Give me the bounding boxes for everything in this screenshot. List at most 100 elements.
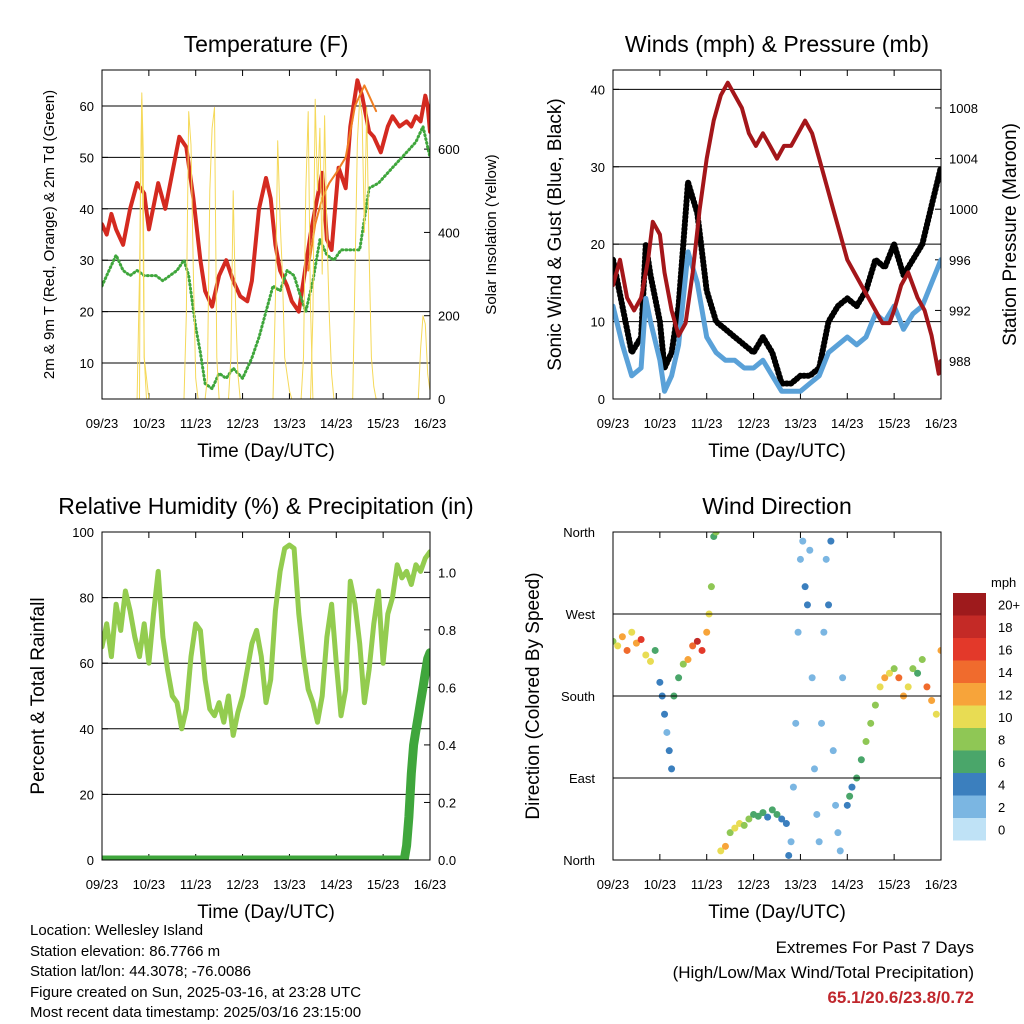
dir-point <box>801 583 809 591</box>
dir-ytick-label: North <box>563 525 595 540</box>
wind-y2tick-label: 1008 <box>949 101 978 116</box>
rh-series-group <box>102 542 430 860</box>
dir-xtick-label: 15/23 <box>878 877 911 892</box>
dir-point <box>827 537 835 545</box>
temp-xtick-label: 15/23 <box>367 416 400 431</box>
colorbar-swatch <box>953 773 986 796</box>
figure-created: Figure created on Sun, 2025-03-16, at 23… <box>30 983 362 1001</box>
colorbar-label: 4 <box>998 777 1005 792</box>
dir-point <box>867 719 875 727</box>
temp-xtick-label: 14/23 <box>320 416 353 431</box>
temp-series-solar <box>228 190 241 399</box>
temp-series-solar <box>102 98 430 399</box>
rh-xtick-label: 12/23 <box>226 877 259 892</box>
temp-ytick-label: 40 <box>80 202 94 217</box>
rh-xtick-label: 13/23 <box>273 877 306 892</box>
dir-point <box>836 847 844 855</box>
wind-series-pressure <box>613 80 941 376</box>
rh-ytick-label: 40 <box>80 722 94 737</box>
colorbar-swatch <box>953 728 986 751</box>
dir-point <box>707 583 715 591</box>
rh-xlabel: Time (Day/UTC) <box>197 902 335 923</box>
latest-timestamp: Most recent data timestamp: 2025/03/16 2… <box>30 1004 362 1021</box>
colorbar-swatch <box>953 660 986 683</box>
dir-point <box>679 660 687 668</box>
wind-xtick-label: 09/23 <box>597 416 630 431</box>
dir-point <box>810 765 818 773</box>
station-location: Location: Wellesley Island <box>30 922 204 939</box>
dir-point <box>661 710 669 718</box>
dir-ytick-label: East <box>569 771 595 786</box>
dir-point <box>792 719 800 727</box>
rh-series-rh <box>102 542 430 738</box>
dir-xtick-label: 16/23 <box>925 877 958 892</box>
dir-ytick-label: North <box>563 853 595 868</box>
temp-series-t2m <box>102 78 430 314</box>
rh-xtick-label: 14/23 <box>320 877 353 892</box>
rh-y2tick-label: 0.6 <box>438 680 456 695</box>
dir-point <box>637 636 645 644</box>
colorbar-swatch <box>953 593 986 616</box>
dir-point <box>829 747 837 755</box>
temperature-panel: Temperature (F) Time (Day/UTC) 2m & 9m T (… <box>41 31 500 462</box>
wind-ytick-label: 30 <box>591 160 605 175</box>
temp-series-solar <box>310 98 335 399</box>
temp-y2tick-label: 0 <box>438 392 445 407</box>
dir-point <box>651 646 659 654</box>
dir-point <box>773 810 781 818</box>
colorbar-label: 20+ <box>998 597 1020 612</box>
dir-point <box>668 765 676 773</box>
rh-xtick-label: 09/23 <box>86 877 119 892</box>
wind-y2tick-label: 996 <box>949 253 971 268</box>
colorbar-label: 8 <box>998 732 1005 747</box>
dir-point <box>703 628 711 636</box>
temp-y2tick-label: 600 <box>438 142 460 157</box>
temp-y2tick-label: 400 <box>438 225 460 240</box>
temp-title: Temperature (F) <box>184 31 349 57</box>
temp-y2tick-label: 200 <box>438 309 460 324</box>
temp-xtick-label: 13/23 <box>273 416 306 431</box>
colorbar-label: 6 <box>998 755 1005 770</box>
dir-xtick-label: 14/23 <box>831 877 864 892</box>
dir-point <box>663 728 671 736</box>
temp-xtick-label: 12/23 <box>226 416 259 431</box>
dir-point <box>726 829 734 837</box>
dir-point <box>618 633 626 641</box>
dir-point <box>937 646 941 654</box>
rh-xtick-label: 15/23 <box>367 877 400 892</box>
station-latlon: Station lat/lon: 44.3078; -76.0086 <box>30 963 252 980</box>
station-elevation: Station elevation: 86.7766 m <box>30 942 221 960</box>
wind-ytick-label: 40 <box>591 82 605 97</box>
dir-point <box>848 783 856 791</box>
rh-series-precip <box>102 648 430 860</box>
wind-y2tick-label: 988 <box>949 354 971 369</box>
wind-direction-panel: Wind Direction Time (Day/UTC) Direction (C… <box>523 493 957 923</box>
humidity-precip-panel: Relative Humidity (%) & Precipitation (i… <box>28 493 474 923</box>
dir-point <box>914 669 922 677</box>
temp-xlabel: Time (Day/UTC) <box>197 441 335 462</box>
dir-point <box>885 669 893 677</box>
dir-point <box>731 824 739 832</box>
speed-colorbar: mph 20+ 18 16 14 12 10 8 6 4 2 0 <box>953 575 1020 841</box>
dir-ylabel: Direction (Colored By Speed) <box>523 572 544 819</box>
temp-y2label: Solar Insolation (Yellow) <box>483 154 500 314</box>
extremes-values: 65.1/20.6/23.8/0.72 <box>827 988 974 1007</box>
dir-point <box>808 674 816 682</box>
dir-point <box>862 738 870 746</box>
rh-y2tick-label: 0.0 <box>438 853 456 868</box>
wind-xtick-label: 10/23 <box>644 416 677 431</box>
dir-point <box>778 815 786 823</box>
rh-frame <box>101 531 431 861</box>
dir-point <box>932 710 940 718</box>
dir-point <box>717 847 725 855</box>
temp-xtick-label: 16/23 <box>414 416 447 431</box>
wind-xtick-label: 14/23 <box>831 416 864 431</box>
temp-series-solar <box>352 98 377 399</box>
dir-point <box>693 637 701 645</box>
wind-xlabel: Time (Day/UTC) <box>708 441 846 462</box>
dir-point <box>740 821 748 829</box>
temp-frame <box>101 69 431 400</box>
colorbar-label: 2 <box>998 800 1005 815</box>
dir-point <box>646 657 654 665</box>
